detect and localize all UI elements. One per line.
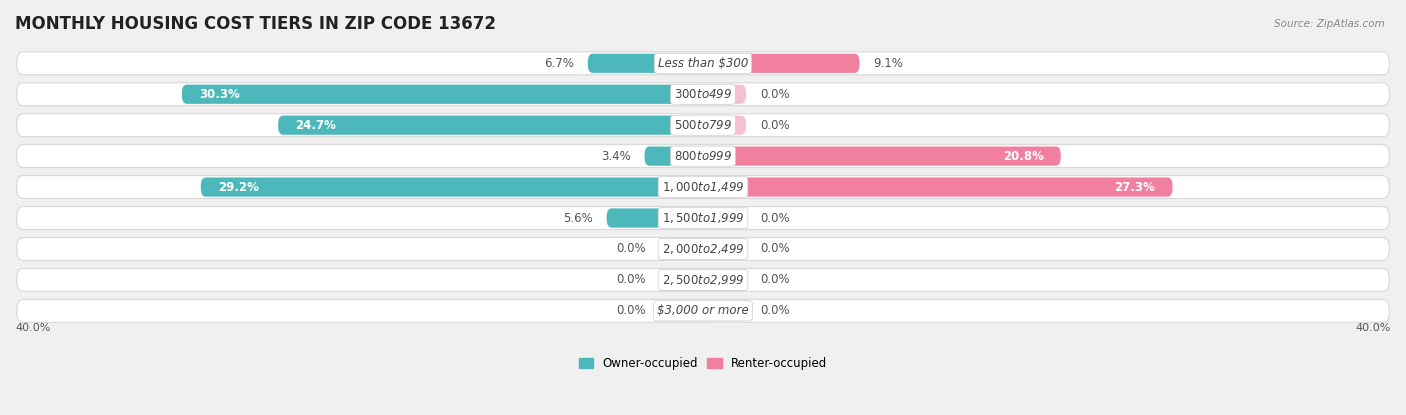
Text: $2,000 to $2,499: $2,000 to $2,499: [662, 242, 744, 256]
Text: 24.7%: 24.7%: [295, 119, 336, 132]
FancyBboxPatch shape: [17, 83, 1389, 106]
FancyBboxPatch shape: [703, 146, 1060, 166]
FancyBboxPatch shape: [703, 178, 1173, 197]
FancyBboxPatch shape: [703, 208, 747, 227]
FancyBboxPatch shape: [703, 85, 747, 104]
Text: $1,000 to $1,499: $1,000 to $1,499: [662, 180, 744, 194]
Text: 0.0%: 0.0%: [617, 273, 647, 286]
Text: 9.1%: 9.1%: [873, 57, 903, 70]
FancyBboxPatch shape: [17, 145, 1389, 168]
Text: 40.0%: 40.0%: [15, 323, 51, 333]
Text: 27.3%: 27.3%: [1115, 181, 1156, 193]
FancyBboxPatch shape: [278, 116, 703, 135]
Text: 3.4%: 3.4%: [600, 150, 631, 163]
FancyBboxPatch shape: [17, 299, 1389, 322]
Text: Less than $300: Less than $300: [658, 57, 748, 70]
Text: 0.0%: 0.0%: [617, 304, 647, 317]
FancyBboxPatch shape: [17, 207, 1389, 229]
FancyBboxPatch shape: [17, 114, 1389, 137]
FancyBboxPatch shape: [703, 54, 859, 73]
FancyBboxPatch shape: [659, 239, 703, 259]
Text: 5.6%: 5.6%: [564, 212, 593, 225]
Text: 0.0%: 0.0%: [759, 119, 789, 132]
FancyBboxPatch shape: [17, 269, 1389, 291]
FancyBboxPatch shape: [606, 208, 703, 227]
Text: 29.2%: 29.2%: [218, 181, 259, 193]
FancyBboxPatch shape: [644, 146, 703, 166]
Text: 0.0%: 0.0%: [759, 212, 789, 225]
Text: 20.8%: 20.8%: [1002, 150, 1043, 163]
Text: Source: ZipAtlas.com: Source: ZipAtlas.com: [1274, 19, 1385, 29]
FancyBboxPatch shape: [588, 54, 703, 73]
FancyBboxPatch shape: [659, 301, 703, 320]
Text: 0.0%: 0.0%: [759, 88, 789, 101]
FancyBboxPatch shape: [659, 270, 703, 290]
Text: 30.3%: 30.3%: [200, 88, 240, 101]
Text: 6.7%: 6.7%: [544, 57, 574, 70]
FancyBboxPatch shape: [17, 52, 1389, 75]
Text: 40.0%: 40.0%: [1355, 323, 1391, 333]
Text: 0.0%: 0.0%: [617, 242, 647, 256]
FancyBboxPatch shape: [703, 301, 747, 320]
Text: $3,000 or more: $3,000 or more: [657, 304, 749, 317]
Text: 0.0%: 0.0%: [759, 304, 789, 317]
Text: 0.0%: 0.0%: [759, 242, 789, 256]
FancyBboxPatch shape: [201, 178, 703, 197]
FancyBboxPatch shape: [181, 85, 703, 104]
Text: $1,500 to $1,999: $1,500 to $1,999: [662, 211, 744, 225]
FancyBboxPatch shape: [17, 237, 1389, 260]
Text: $800 to $999: $800 to $999: [673, 150, 733, 163]
Text: $500 to $799: $500 to $799: [673, 119, 733, 132]
FancyBboxPatch shape: [703, 270, 747, 290]
Text: $2,500 to $2,999: $2,500 to $2,999: [662, 273, 744, 287]
FancyBboxPatch shape: [703, 239, 747, 259]
Text: MONTHLY HOUSING COST TIERS IN ZIP CODE 13672: MONTHLY HOUSING COST TIERS IN ZIP CODE 1…: [15, 15, 496, 33]
Text: 0.0%: 0.0%: [759, 273, 789, 286]
FancyBboxPatch shape: [703, 116, 747, 135]
FancyBboxPatch shape: [17, 176, 1389, 198]
Legend: Owner-occupied, Renter-occupied: Owner-occupied, Renter-occupied: [574, 353, 832, 375]
Text: $300 to $499: $300 to $499: [673, 88, 733, 101]
